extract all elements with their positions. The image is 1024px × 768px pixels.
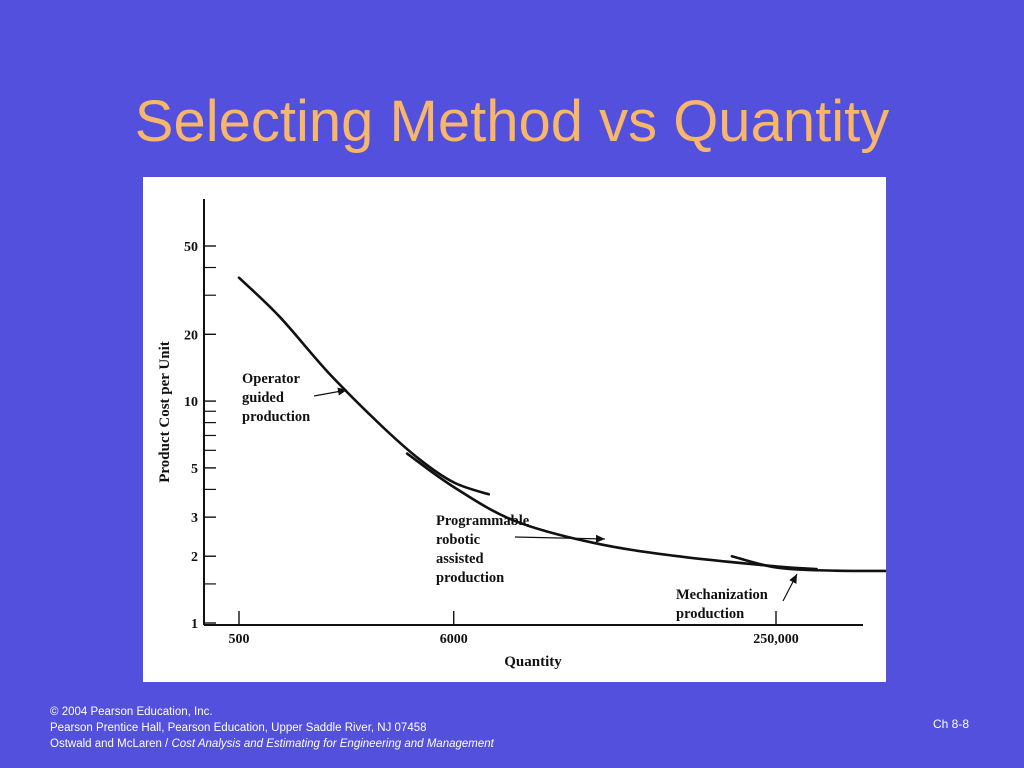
y-tick-label: 5 bbox=[191, 462, 198, 477]
slide-number: Ch 8-8 bbox=[933, 717, 970, 731]
arrow-head bbox=[595, 534, 605, 543]
footer-citation: Ostwald and McLaren / Cost Analysis and … bbox=[50, 736, 494, 752]
annotation-arrow bbox=[514, 536, 606, 540]
annotation-line: production bbox=[242, 409, 310, 425]
slide-title: Selecting Method vs Quantity bbox=[134, 89, 890, 154]
axes: 1 2 3 5 10 20 50 500 6000 250,000 Quantity Product … bbox=[157, 199, 863, 670]
annotation-line: assisted bbox=[436, 551, 484, 567]
arrow-head bbox=[789, 574, 797, 584]
y-tick-label: 50 bbox=[184, 240, 198, 255]
x-tick-label: 500 bbox=[229, 632, 250, 647]
footer: © 2004 Pearson Education, Inc. Pearson P… bbox=[50, 704, 494, 752]
x-tick-label: 250,000 bbox=[753, 632, 799, 647]
operator-guided-curve bbox=[237, 276, 491, 496]
footer-address: Pearson Prentice Hall, Pearson Education… bbox=[50, 722, 427, 734]
footer-authors: Ostwald and McLaren / bbox=[50, 738, 172, 750]
footer-publisher: 2004 Pearson Education, Inc. bbox=[61, 706, 213, 718]
arrow-head bbox=[337, 387, 347, 396]
annotation-robotic-assisted: Programmable robotic assisted production bbox=[436, 513, 606, 586]
annotations: Operator guided production Programmable robo… bbox=[242, 371, 798, 622]
footer-book-title: Cost Analysis and Estimating for Enginee… bbox=[171, 738, 494, 750]
annotation-line: Operator bbox=[242, 371, 301, 387]
copyright-symbol: © bbox=[50, 706, 59, 718]
annotation-operator-guided: Operator guided production bbox=[242, 371, 348, 425]
annotation-line: Mechanization bbox=[676, 587, 768, 603]
annotation-line: guided bbox=[242, 390, 284, 406]
y-tick-label: 1 bbox=[191, 617, 198, 632]
y-tick-label: 2 bbox=[191, 550, 198, 565]
y-axis-label: Product Cost per Unit bbox=[157, 341, 173, 483]
series-layer bbox=[237, 276, 886, 573]
chart-panel: 1 2 3 5 10 20 50 500 6000 250,000 Quantity Product … bbox=[143, 177, 886, 682]
annotation-mechanization: Mechanization production bbox=[676, 573, 798, 622]
x-tick-label: 6000 bbox=[440, 632, 468, 647]
annotation-line: production bbox=[676, 606, 744, 622]
y-tick-label: 20 bbox=[184, 328, 198, 343]
cost-vs-quantity-chart: 1 2 3 5 10 20 50 500 6000 250,000 Quantity Product … bbox=[157, 199, 886, 670]
annotation-line: production bbox=[436, 570, 504, 586]
annotation-line: Programmable bbox=[436, 513, 530, 529]
y-tick-label: 3 bbox=[191, 511, 198, 526]
y-tick-label: 10 bbox=[184, 395, 198, 410]
footer-copyright-line: © 2004 Pearson Education, Inc. bbox=[50, 704, 494, 720]
mechanization-curve bbox=[730, 554, 886, 573]
x-axis-label: Quantity bbox=[504, 654, 562, 670]
annotation-line: robotic bbox=[436, 532, 481, 548]
